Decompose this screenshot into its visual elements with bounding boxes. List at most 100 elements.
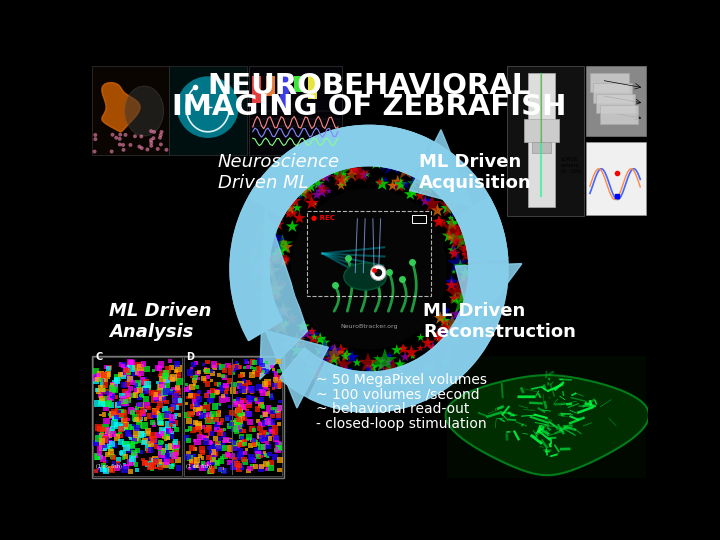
Point [325,375,337,384]
Point [228,396,240,405]
Point [143,460,154,468]
Point [130,390,141,399]
Point [379,144,391,152]
Point [211,422,222,431]
Point [145,444,156,453]
Point [188,452,199,461]
Point [279,280,290,288]
Point [133,413,145,421]
Point [401,163,413,171]
Point [156,418,168,427]
Point [197,360,209,369]
Point [112,373,123,382]
Point [346,171,357,179]
Point [124,432,135,441]
Point [114,412,125,421]
Point [127,454,139,463]
Point [351,156,363,164]
Point [95,431,107,440]
Text: (1 ex. fish): (1 ex. fish) [186,464,212,469]
Point [443,349,454,357]
Point [334,166,346,175]
Point [186,383,198,391]
Point [106,465,117,474]
Point [237,378,248,387]
Point [269,429,281,438]
Point [156,394,168,402]
Point [103,364,114,373]
Point [113,377,125,386]
Point [132,379,144,387]
Bar [307,76,317,99]
Point [167,402,179,411]
Bar [294,76,303,92]
Point [96,443,108,451]
Point [274,397,286,406]
Point [150,407,161,415]
Point [136,378,148,387]
Point [189,397,200,406]
Point [172,364,184,373]
Point [236,370,248,379]
Point [218,437,230,446]
Point [155,140,166,149]
Point [446,315,458,323]
Point [287,177,298,186]
Point [260,418,271,427]
Point [216,362,228,371]
Point [120,421,131,429]
Point [251,370,263,379]
Point [459,326,471,335]
Point [162,427,174,436]
Point [249,262,261,271]
Point [448,195,459,204]
Point [160,435,171,444]
Point [297,322,308,331]
Point [325,165,337,173]
Bar [252,76,261,103]
Point [315,335,326,343]
Point [113,460,125,469]
Point [315,160,326,168]
Point [152,145,163,153]
Point [94,425,105,434]
Point [122,380,134,388]
Point [93,423,104,431]
Point [243,467,254,475]
Point [114,431,126,440]
Point [128,459,140,468]
Point [186,372,197,381]
Point [283,210,294,219]
Point [224,436,235,444]
Point [120,440,131,448]
Point [427,343,438,352]
Point [254,424,266,433]
Point [338,383,349,391]
Point [130,460,142,469]
Point [138,377,150,386]
Point [146,464,158,473]
Point [418,367,430,376]
Polygon shape [446,375,649,475]
Point [158,383,169,392]
Point [186,443,198,452]
Point [135,429,147,438]
Point [395,374,407,383]
Point [216,464,228,472]
Point [386,159,397,167]
Point [320,363,332,372]
Point [220,436,232,444]
Point [280,189,292,198]
Point [250,395,261,403]
Point [151,393,163,401]
Point [182,382,194,391]
Polygon shape [266,330,328,408]
Point [107,430,119,438]
Point [219,373,230,382]
Point [102,436,113,445]
Point [258,367,269,376]
Point [105,401,117,409]
Point [166,457,178,465]
Point [238,387,250,396]
Point [125,358,136,367]
